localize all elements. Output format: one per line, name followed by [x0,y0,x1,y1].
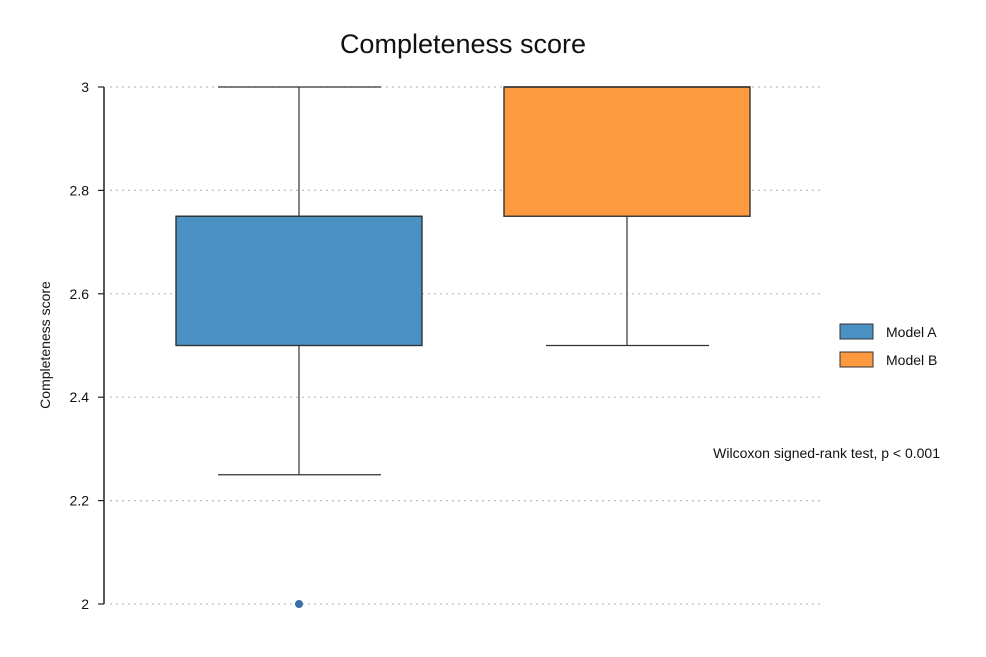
legend-label: Model B [886,352,937,368]
legend-swatch [839,351,874,368]
box-2 [503,86,751,347]
boxes [175,86,751,608]
y-tick-label: 2.6 [70,286,90,302]
iqr-box [175,215,423,347]
chart-title: Completeness score [340,29,586,59]
legend-label: Model A [886,324,937,340]
y-tick-label: 2.4 [70,389,90,405]
legend-swatch [839,323,874,340]
stat-test-annotation: Wilcoxon signed-rank test, p < 0.001 [713,445,940,461]
iqr-box [503,86,751,217]
legend-item-1: Model A [839,323,937,340]
y-axis: 2 2.2 2.4 2.6 2.8 3 [70,79,105,612]
box-1 [175,86,423,608]
y-tick-label: 3 [81,79,89,95]
legend-item-2: Model B [839,351,937,368]
y-axis-label: Completeness score [37,281,53,409]
y-tick-label: 2.2 [70,493,90,509]
y-tick-label: 2 [81,596,89,612]
gridlines [110,86,820,605]
y-tick-label: 2.8 [70,182,90,198]
outlier-point [295,600,303,608]
legend: Model A Model B [839,323,937,368]
